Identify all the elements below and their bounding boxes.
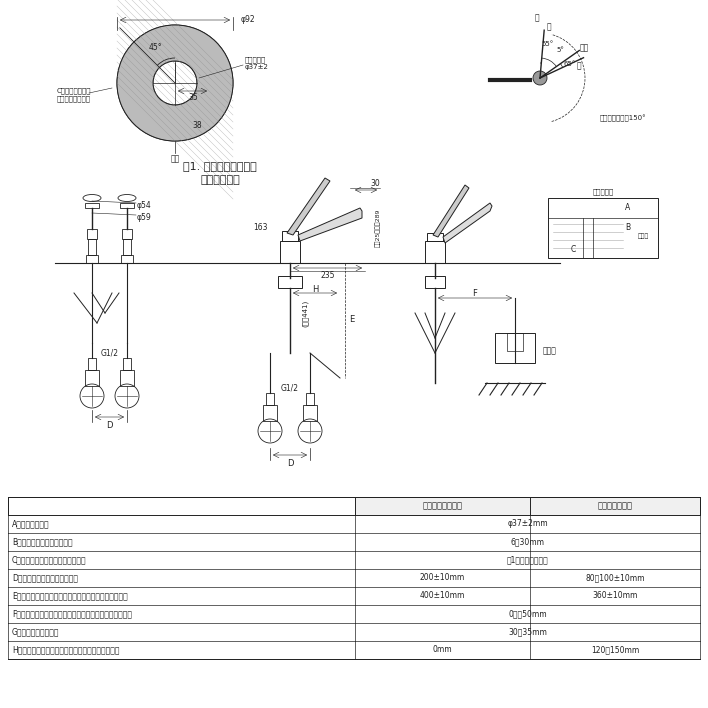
Text: 45°: 45°	[148, 43, 162, 52]
Text: 範囲25〜範囲289: 範囲25〜範囲289	[375, 209, 381, 247]
Text: 400±10mm: 400±10mm	[420, 591, 465, 600]
Text: 混合: 混合	[580, 43, 589, 52]
Text: 中心振分けの場合: 中心振分けの場合	[423, 501, 462, 510]
Bar	[427, 233, 443, 241]
Text: D: D	[106, 421, 113, 430]
Text: 0mm: 0mm	[433, 646, 452, 654]
Text: 235: 235	[321, 270, 336, 280]
Bar	[548, 198, 658, 258]
Text: G1/2: G1/2	[101, 348, 118, 358]
Bar	[123, 358, 131, 370]
Bar	[88, 358, 96, 370]
Text: 360±10mm: 360±10mm	[593, 591, 638, 600]
Bar	[266, 393, 274, 405]
Text: φ54: φ54	[137, 200, 152, 210]
Text: スペース寸法: スペース寸法	[200, 175, 240, 185]
Text: E：水栓取付面から給水・給湯用止水栓中心までの寸法: E：水栓取付面から給水・給湯用止水栓中心までの寸法	[12, 591, 127, 600]
Bar	[303, 405, 317, 421]
Text: A: A	[625, 203, 631, 212]
Text: G1/2: G1/2	[281, 384, 299, 392]
Bar	[507, 333, 523, 351]
Bar	[280, 241, 300, 263]
Text: 30～35mm: 30～35mm	[508, 627, 547, 636]
Bar	[263, 405, 277, 421]
Polygon shape	[298, 208, 362, 241]
Bar	[278, 276, 302, 288]
Text: φ92: φ92	[241, 16, 256, 25]
Text: 図1に示す範囲以内: 図1に示す範囲以内	[507, 556, 549, 564]
Text: H：水栓中心から給水・給湯芯々の中心までの寸法: H：水栓中心から給水・給湯芯々の中心までの寸法	[12, 646, 120, 654]
Text: 湯: 湯	[535, 13, 539, 23]
Bar	[121, 255, 133, 263]
Text: 補強板: 補強板	[638, 233, 649, 239]
Text: 水: 水	[576, 61, 581, 70]
Polygon shape	[287, 178, 330, 235]
Bar	[85, 203, 99, 208]
Bar	[123, 239, 131, 255]
Text: 120～150mm: 120～150mm	[591, 646, 639, 654]
Text: φ37±2mm: φ37±2mm	[507, 520, 548, 528]
Polygon shape	[443, 203, 492, 243]
Text: B：取付可能カウンター厚さ: B：取付可能カウンター厚さ	[12, 537, 73, 547]
Text: 35: 35	[188, 93, 198, 101]
Text: 5°: 5°	[556, 47, 564, 53]
Bar	[87, 229, 97, 239]
Text: 163: 163	[253, 224, 267, 232]
Text: 30: 30	[370, 180, 380, 188]
Text: 38: 38	[192, 120, 202, 130]
Bar	[306, 393, 314, 405]
Text: E: E	[349, 316, 354, 324]
Bar	[86, 255, 98, 263]
Text: 80～100±10mm: 80～100±10mm	[586, 573, 645, 583]
Text: C：裏面取付作業
必要スペース寸法: C：裏面取付作業 必要スペース寸法	[57, 88, 91, 102]
Text: C：裏面取付作業必要スペース寸法: C：裏面取付作業必要スペース寸法	[12, 556, 86, 564]
Text: (長さ441): (長さ441)	[302, 299, 308, 326]
Text: 55°: 55°	[542, 41, 554, 47]
Circle shape	[533, 71, 547, 85]
Text: 6～30mm: 6～30mm	[510, 537, 544, 547]
Text: F：水栓中心から給水・給湯の止水栓接続中心までの寸法: F：水栓中心から給水・給湯の止水栓接続中心までの寸法	[12, 610, 132, 619]
Text: 止水栓: 止水栓	[543, 346, 557, 355]
Bar	[425, 276, 445, 288]
Text: φ59: φ59	[137, 212, 152, 222]
Bar	[122, 229, 132, 239]
Text: B: B	[625, 224, 631, 232]
Text: F: F	[472, 288, 477, 297]
Bar	[425, 241, 445, 263]
Text: H: H	[312, 285, 318, 294]
Text: 200±10mm: 200±10mm	[420, 573, 465, 583]
Text: D: D	[287, 459, 293, 469]
Circle shape	[153, 61, 197, 105]
Text: C: C	[571, 246, 576, 254]
Text: 65°: 65°	[564, 61, 576, 67]
Text: 取付可能穴
φ37±2: 取付可能穴 φ37±2	[245, 56, 269, 70]
Bar	[120, 203, 134, 208]
Text: A：取付可能穴径: A：取付可能穴径	[12, 520, 50, 528]
Text: 0～－50mm: 0～－50mm	[508, 610, 547, 619]
Bar	[495, 333, 535, 363]
Text: 図1. 裏面取付作業必要: 図1. 裏面取付作業必要	[183, 161, 257, 171]
Bar	[88, 239, 96, 255]
Bar	[120, 370, 134, 386]
Text: 水栓取付面: 水栓取付面	[593, 189, 614, 195]
Bar	[8, 497, 700, 515]
Polygon shape	[433, 185, 469, 237]
Text: 湯: 湯	[547, 23, 552, 32]
Bar	[355, 497, 700, 515]
Bar	[85, 370, 99, 386]
Text: 前面: 前面	[171, 154, 180, 164]
Bar	[282, 231, 298, 241]
Text: 吐水口回転範囲150°: 吐水口回転範囲150°	[600, 114, 646, 122]
Text: G：止水栓の標準寸法: G：止水栓の標準寸法	[12, 627, 59, 636]
Text: 片側偏芯の場合: 片側偏芯の場合	[598, 501, 632, 510]
Text: D：給水・給湯止水栓芯々寸法: D：給水・給湯止水栓芯々寸法	[12, 573, 78, 583]
